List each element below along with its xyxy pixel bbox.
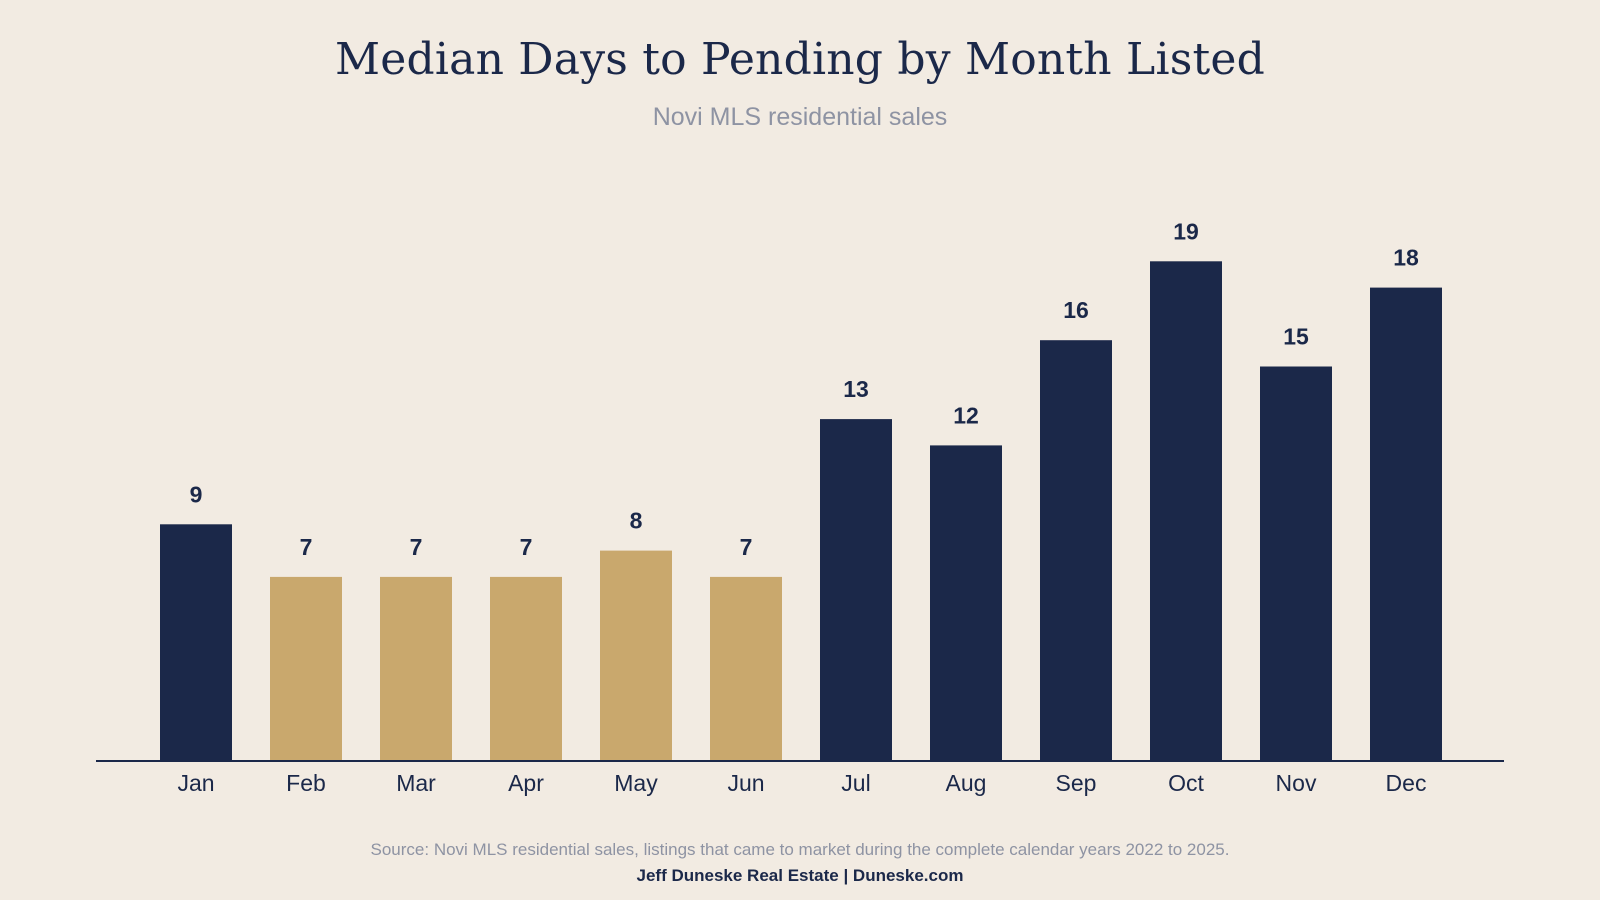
- bar-feb: [270, 576, 342, 761]
- data-label-feb: 7: [300, 534, 313, 560]
- data-label-mar: 7: [410, 534, 423, 560]
- bar-nov: [1260, 366, 1332, 761]
- bar-mar: [380, 576, 452, 761]
- data-label-oct: 19: [1173, 218, 1199, 244]
- source-note: Source: Novi MLS residential sales, list…: [370, 840, 1230, 859]
- bar-oct: [1150, 261, 1222, 761]
- bars-group: [160, 261, 1442, 761]
- bar-jan: [160, 524, 232, 761]
- bar-may: [600, 550, 672, 761]
- bar-aug: [930, 445, 1002, 761]
- x-tick-label-jul: Jul: [841, 770, 870, 796]
- x-tick-label-apr: Apr: [508, 770, 544, 796]
- x-tick-label-jun: Jun: [727, 770, 764, 796]
- bar-jul: [820, 419, 892, 761]
- data-label-may: 8: [630, 508, 643, 534]
- data-label-nov: 15: [1283, 324, 1309, 350]
- chart-subtitle: Novi MLS residential sales: [652, 103, 948, 131]
- data-label-apr: 7: [520, 534, 533, 560]
- data-label-aug: 12: [953, 402, 979, 428]
- bar-sep: [1040, 340, 1112, 761]
- x-tick-label-may: May: [614, 770, 658, 796]
- x-tick-label-mar: Mar: [396, 770, 436, 796]
- bar-apr: [490, 576, 562, 761]
- data-label-jan: 9: [190, 481, 203, 507]
- bar-dec: [1370, 287, 1442, 761]
- x-tick-label-oct: Oct: [1168, 770, 1204, 796]
- x-tick-label-dec: Dec: [1386, 770, 1427, 796]
- x-tick-label-sep: Sep: [1056, 770, 1097, 796]
- bar-jun: [710, 576, 782, 761]
- data-labels-group: 9 7 7 7 8 7 13 12 16 19 15 18: [190, 218, 1419, 560]
- data-label-sep: 16: [1063, 297, 1089, 323]
- x-tick-label-feb: Feb: [286, 770, 326, 796]
- x-tick-label-nov: Nov: [1276, 770, 1317, 796]
- x-tick-label-aug: Aug: [946, 770, 987, 796]
- data-label-jun: 7: [740, 534, 753, 560]
- x-tick-labels-group: Jan Feb Mar Apr May Jun Jul Aug Sep Oct Nov Dec: [177, 770, 1426, 796]
- x-tick-label-jan: Jan: [177, 770, 214, 796]
- footer-credit: Jeff Duneske Real Estate | Duneske.com: [636, 866, 964, 885]
- data-label-dec: 18: [1393, 245, 1419, 271]
- data-label-jul: 13: [843, 376, 869, 402]
- chart-title: Median Days to Pending by Month Listed: [335, 34, 1265, 85]
